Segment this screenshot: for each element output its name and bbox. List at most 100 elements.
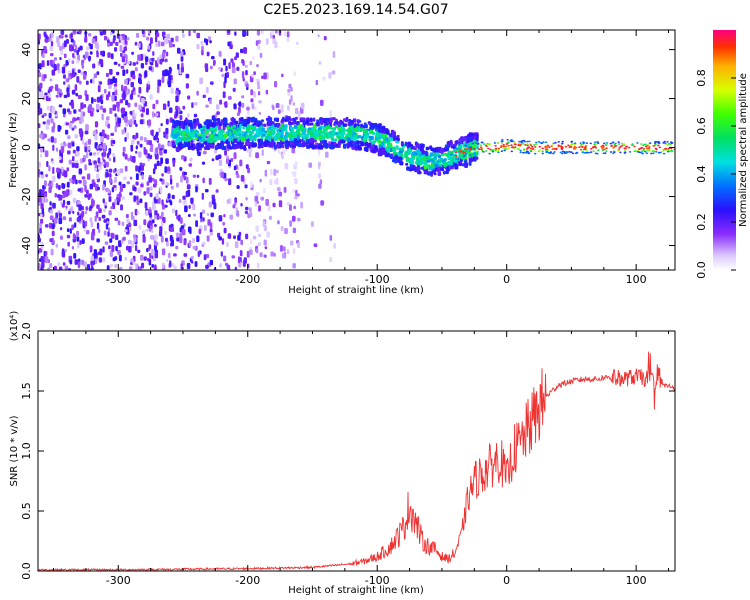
heat-cell	[102, 246, 105, 253]
heat-cell	[97, 186, 100, 191]
heat-cell	[493, 142, 497, 144]
heat-cell	[102, 184, 105, 191]
heat-cell	[570, 146, 573, 149]
heat-cell	[425, 146, 430, 151]
heat-cell	[69, 178, 73, 182]
heat-cell	[91, 97, 94, 104]
heat-cell	[99, 81, 103, 85]
heat-cell	[465, 156, 468, 160]
heat-cell	[137, 249, 141, 254]
heat-cell	[151, 255, 154, 260]
heat-cell	[165, 127, 169, 135]
heat-cell	[244, 184, 248, 189]
heat-cell	[544, 141, 548, 144]
heat-cell	[157, 57, 160, 64]
heat-cell	[188, 240, 192, 247]
heat-cell	[437, 154, 442, 159]
heat-cell	[250, 181, 253, 188]
heat-cell	[179, 167, 183, 171]
heat-cell	[109, 238, 113, 243]
heat-cell	[204, 63, 209, 69]
heat-cell	[84, 130, 89, 135]
heat-cell	[233, 152, 237, 160]
heat-cell	[494, 145, 497, 147]
heat-cell	[85, 94, 89, 101]
heat-cell	[416, 149, 421, 154]
heat-cell	[306, 119, 309, 125]
heat-cell	[440, 147, 444, 153]
heat-cell	[429, 152, 434, 157]
heat-cell	[205, 189, 209, 193]
heat-cell	[322, 76, 326, 81]
heat-cell	[223, 255, 227, 262]
heat-cell	[218, 215, 223, 222]
heat-cell	[667, 150, 670, 153]
heat-cell	[230, 58, 234, 63]
heat-cell	[87, 146, 91, 151]
heat-cell	[217, 144, 221, 150]
heat-cell	[119, 168, 124, 174]
heat-cell	[242, 260, 246, 267]
heat-cell	[292, 189, 296, 193]
heat-cell	[301, 117, 306, 121]
heat-cell	[254, 200, 258, 207]
heat-cell	[71, 102, 75, 109]
heat-cell	[524, 144, 527, 146]
heat-cell	[289, 204, 292, 211]
heat-cell	[171, 129, 175, 136]
heat-cell	[53, 64, 57, 71]
heat-cell	[265, 199, 269, 206]
heat-cell	[277, 187, 281, 192]
heat-cell	[96, 96, 101, 103]
heat-cell	[154, 242, 159, 246]
heat-cell	[48, 222, 53, 229]
heat-cell	[170, 178, 173, 185]
heat-cell	[245, 83, 249, 88]
heat-cell	[281, 73, 284, 78]
heat-cell	[333, 243, 337, 249]
heat-cell	[253, 134, 257, 138]
heat-cell	[504, 145, 507, 148]
heat-cell	[225, 262, 229, 267]
heat-cell	[45, 174, 48, 178]
heat-cell	[571, 143, 574, 145]
heat-cell	[153, 206, 156, 212]
heat-cell	[109, 78, 113, 85]
heat-cell	[112, 140, 116, 145]
heat-cell	[60, 50, 64, 56]
heat-cell	[290, 240, 294, 246]
heat-cell	[183, 176, 187, 181]
heat-cell	[103, 219, 108, 223]
heat-cell	[240, 117, 244, 122]
heat-cell	[171, 194, 175, 200]
heat-cell	[81, 59, 85, 64]
heat-cell	[295, 107, 299, 115]
heat-cell	[188, 204, 191, 209]
heat-cell	[127, 157, 131, 162]
colorbar-tick-label: 0.6	[695, 117, 708, 135]
y-tick-label: 0.5	[20, 502, 33, 520]
heat-cell	[228, 130, 232, 136]
heat-cell	[88, 162, 93, 166]
heat-cell	[196, 90, 199, 96]
heat-cell	[290, 95, 293, 102]
heat-cell	[163, 149, 168, 154]
heat-cell	[507, 147, 510, 150]
snr-y-label: SNR (10 * v/v)	[9, 415, 20, 486]
heat-cell	[179, 217, 183, 224]
heat-cell	[227, 30, 231, 34]
heat-cell	[170, 227, 175, 233]
heat-cell	[122, 69, 126, 76]
heat-cell	[143, 219, 147, 226]
heat-cell	[461, 157, 465, 160]
heat-cell	[61, 203, 65, 208]
heat-cell	[258, 91, 261, 96]
heat-cell	[409, 157, 414, 162]
heat-cell	[222, 221, 225, 226]
heat-cell	[67, 241, 70, 247]
heat-cell	[243, 30, 247, 36]
heat-cell	[166, 258, 169, 262]
heat-cell	[216, 104, 220, 110]
heat-cell	[552, 152, 555, 155]
heat-cell	[243, 118, 247, 124]
